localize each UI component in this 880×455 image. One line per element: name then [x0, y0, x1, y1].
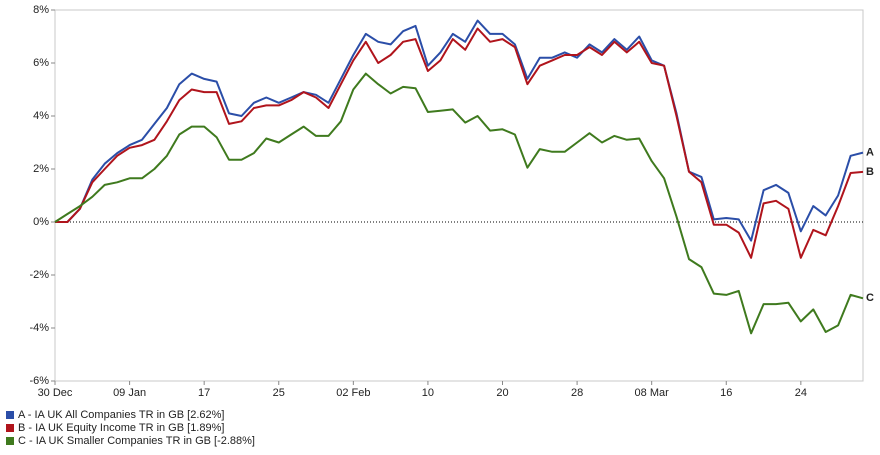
series-line [54, 72, 864, 335]
x-tick-label: 02 Feb [336, 387, 370, 399]
x-tick-label: 08 Mar [635, 387, 670, 399]
y-tick-label: 8% [33, 4, 49, 16]
end-label: B [866, 166, 874, 178]
y-tick-label: -6% [29, 375, 49, 387]
legend-swatch [6, 424, 14, 432]
legend-label: C - IA UK Smaller Companies TR in GB [-2… [18, 435, 255, 447]
x-tick-label: 30 Dec [38, 387, 73, 399]
y-tick-label: 4% [33, 110, 49, 122]
y-tick-label: -2% [29, 269, 49, 281]
series-line [55, 19, 864, 242]
series-line [55, 27, 864, 259]
legend-swatch [6, 437, 14, 445]
y-tick-label: 6% [33, 57, 49, 69]
x-tick-label: 09 Jan [113, 387, 146, 399]
end-label: C [866, 292, 874, 304]
x-tick-label: 28 [571, 387, 583, 399]
x-tick-label: 10 [422, 387, 434, 399]
x-tick-label: 24 [795, 387, 807, 399]
x-tick-label: 17 [198, 387, 210, 399]
legend-label: A - IA UK All Companies TR in GB [2.62%] [18, 409, 224, 421]
y-tick-label: -4% [29, 322, 49, 334]
y-tick-label: 0% [33, 216, 49, 228]
x-tick-label: 25 [273, 387, 285, 399]
legend-swatch [6, 411, 14, 419]
y-tick-label: 2% [33, 163, 49, 175]
end-label: A [866, 146, 874, 158]
plot-frame [54, 9, 864, 382]
x-tick-label: 20 [496, 387, 508, 399]
legend-label: B - IA UK Equity Income TR in GB [1.89%] [18, 422, 224, 434]
x-tick-label: 16 [720, 387, 732, 399]
